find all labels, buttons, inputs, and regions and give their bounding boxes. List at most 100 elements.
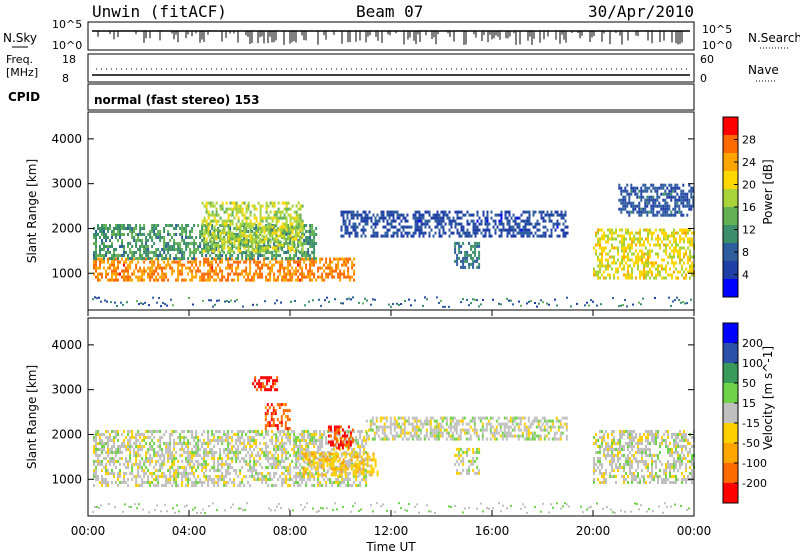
- data-cell: [147, 248, 150, 251]
- data-cell: [657, 267, 659, 271]
- data-cell: [173, 442, 176, 445]
- data-cell: [627, 228, 629, 232]
- data-cell: [187, 224, 190, 227]
- data-cell: [239, 245, 242, 248]
- data-cell: [101, 227, 103, 230]
- data-cell: [127, 478, 129, 481]
- data-cell: [462, 241, 465, 245]
- data-cell: [512, 225, 515, 229]
- data-cell: [516, 225, 519, 229]
- data-cell: [181, 454, 184, 457]
- data-cell: [165, 481, 168, 484]
- data-cell: [538, 234, 541, 238]
- data-cell: [641, 261, 643, 265]
- data-cell: [131, 233, 134, 236]
- data-cell: [365, 472, 368, 475]
- data-cell: [189, 442, 192, 445]
- data-cell: [512, 303, 514, 306]
- data-cell: [344, 228, 347, 232]
- data-cell: [640, 210, 643, 214]
- data-cell: [253, 227, 256, 230]
- data-cell: [637, 237, 639, 241]
- data-cell: [105, 227, 107, 230]
- data-cell: [674, 207, 677, 211]
- data-cell: [265, 430, 268, 433]
- data-cell: [225, 207, 228, 211]
- data-cell: [109, 472, 111, 475]
- data-cell: [299, 272, 302, 276]
- data-cell: [195, 448, 198, 451]
- data-cell: [95, 472, 97, 475]
- data-cell: [293, 257, 296, 260]
- data-cell: [97, 233, 99, 236]
- data-cell: [235, 454, 238, 457]
- data-cell: [225, 481, 228, 484]
- data-cell: [153, 448, 156, 451]
- data-cell: [354, 213, 357, 217]
- data-cell: [237, 257, 240, 260]
- data-cell: [466, 210, 469, 214]
- data-cell: [243, 227, 246, 230]
- data-cell: [259, 237, 262, 241]
- data-cell: [299, 216, 302, 220]
- data-cell: [682, 183, 685, 187]
- data-cell: [305, 239, 308, 242]
- data-cell: [229, 266, 232, 270]
- data-cell: [267, 222, 270, 226]
- data-cell: [675, 261, 677, 265]
- data-cell: [540, 210, 543, 214]
- data-cell: [376, 222, 379, 226]
- data-cell: [365, 475, 368, 478]
- data-cell: [688, 207, 691, 211]
- data-cell: [119, 272, 121, 276]
- data-cell: [442, 228, 445, 232]
- data-cell: [255, 442, 258, 445]
- data-cell: [285, 251, 288, 254]
- data-cell: [623, 246, 625, 250]
- data-cell: [297, 219, 300, 223]
- data-cell: [253, 475, 256, 478]
- data-cell: [307, 248, 310, 251]
- data-cell: [143, 272, 146, 276]
- data-cell: [197, 439, 200, 442]
- data-cell: [241, 478, 244, 481]
- data-cell: [151, 472, 154, 475]
- data-cell: [313, 275, 316, 279]
- data-cell: [217, 439, 220, 442]
- data-cell: [311, 242, 314, 245]
- data-cell: [187, 272, 190, 276]
- data-cell: [333, 481, 336, 484]
- data-cell: [211, 263, 214, 267]
- data-cell: [626, 204, 629, 208]
- data-cell: [331, 484, 334, 487]
- data-cell: [125, 460, 127, 463]
- data-cell: [113, 436, 115, 439]
- colorbar-tick-label: 8: [742, 246, 749, 259]
- data-cell: [329, 260, 332, 264]
- data-cell: [93, 263, 95, 267]
- data-cell: [173, 245, 176, 248]
- data-cell: [217, 257, 220, 260]
- data-cell: [245, 225, 248, 229]
- data-cell: [191, 278, 194, 282]
- data-cell: [265, 207, 268, 211]
- data-cell: [153, 227, 156, 230]
- data-cell: [530, 300, 532, 302]
- data-cell: [500, 231, 503, 235]
- data-cell: [201, 222, 204, 226]
- data-cell: [145, 239, 148, 242]
- data-cell: [504, 213, 507, 217]
- data-cell: [139, 227, 142, 230]
- data-cell: [642, 210, 645, 214]
- data-cell: [279, 225, 282, 229]
- data-cell: [364, 216, 367, 220]
- data-cell: [287, 457, 290, 460]
- data-cell: [155, 475, 158, 478]
- data-cell: [289, 442, 292, 445]
- data-cell: [111, 233, 113, 236]
- data-cell: [253, 430, 256, 433]
- data-cell: [621, 237, 623, 241]
- data-cell: [149, 454, 152, 457]
- data-cell: [95, 269, 97, 273]
